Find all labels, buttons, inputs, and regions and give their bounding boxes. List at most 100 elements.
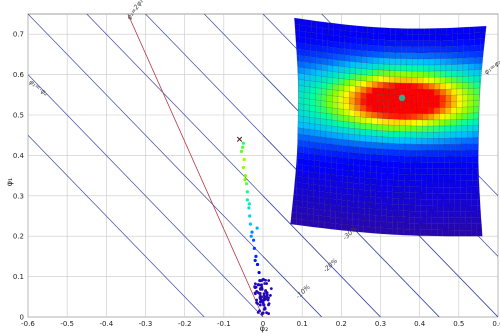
surface-cell (421, 175, 427, 181)
surface-cell (322, 22, 328, 29)
surface-cell (328, 41, 334, 48)
surface-cell (393, 156, 399, 162)
surface-cell (309, 129, 315, 136)
surface-cell (430, 41, 436, 47)
surface-cell (366, 105, 372, 112)
surface-cell (475, 33, 481, 40)
surface-cell (429, 83, 435, 89)
surface-cell (310, 87, 316, 94)
surface-cell (378, 100, 384, 106)
surface-cell (383, 88, 389, 94)
surface-cell (354, 165, 360, 172)
surface-cell (400, 83, 406, 89)
surface-cell (296, 219, 302, 226)
surface-cell (361, 99, 367, 106)
surface-cell (338, 91, 344, 98)
surface-cell (321, 125, 327, 132)
surface-cell (387, 204, 393, 210)
surface-cell (454, 224, 460, 230)
surface-cell (310, 99, 316, 106)
surface-cell (438, 169, 444, 175)
surface-cell (399, 180, 405, 186)
surface-cell (394, 119, 400, 125)
surface-cell (365, 166, 371, 173)
surface-cell (298, 104, 304, 111)
surface-cell (474, 51, 480, 58)
surface-cell (473, 125, 479, 131)
surface-cell (381, 216, 387, 222)
surface-cell (381, 197, 387, 203)
surface-cell (387, 216, 393, 222)
surface-cell (334, 29, 340, 36)
surface-cell (429, 90, 435, 96)
surface-cell (462, 113, 468, 119)
surface-cell (416, 144, 422, 150)
surface-cell (355, 80, 361, 87)
surface-cell (317, 27, 323, 34)
surface-cell (373, 64, 379, 70)
surface-cell (367, 69, 373, 76)
surface-cell (443, 212, 449, 218)
surface-cell (347, 207, 353, 214)
surface-cell (409, 205, 415, 211)
surface-cell (388, 168, 394, 174)
surface-cell (297, 54, 300, 61)
surface-cell (428, 114, 434, 120)
surface-cell (314, 154, 320, 161)
surface-cell (317, 39, 323, 46)
trail-point (256, 227, 259, 230)
surface-cell (315, 100, 321, 107)
surface-cell (358, 220, 364, 227)
surface-cell (326, 119, 332, 126)
surface-cell (377, 155, 383, 162)
surface-cell (361, 93, 367, 100)
surface-cell (320, 173, 326, 180)
trail-point (253, 247, 256, 250)
surface-cell (428, 144, 434, 150)
surface-cell (327, 83, 333, 90)
surface-cell (406, 65, 412, 71)
surface-cell (445, 120, 451, 126)
surface-cell (428, 126, 434, 132)
surface-cell (382, 143, 388, 149)
surface-cell (427, 199, 433, 205)
surface-cell (392, 216, 398, 222)
surface-cell (398, 198, 404, 204)
trail-point (254, 292, 257, 295)
surface-cell (460, 230, 466, 236)
surface-cell (338, 121, 344, 128)
surface-cell (462, 132, 468, 138)
surface-cell (433, 132, 439, 138)
surface-cell (353, 189, 359, 196)
surface-cell (480, 39, 485, 45)
surface-cell (418, 47, 424, 53)
surface-cell (327, 77, 333, 84)
trail-point (265, 311, 268, 314)
surface-cell (401, 59, 407, 65)
surface-cell (338, 103, 344, 110)
surface-cell (457, 89, 463, 95)
surface-peak-marker (399, 95, 405, 101)
surface-cell (477, 224, 482, 230)
surface-cell (401, 65, 407, 71)
surface-cell (461, 150, 467, 156)
surface-cell (405, 126, 411, 132)
surface-cell (432, 187, 438, 193)
surface-cell (456, 113, 462, 119)
surface-cell (316, 64, 322, 71)
surface-cell (445, 138, 451, 144)
surface-cell (325, 204, 331, 211)
surface-cell (337, 139, 343, 146)
surface-cell (348, 152, 354, 159)
surface-cell (449, 218, 455, 224)
surface-cell (326, 156, 332, 163)
surface-cell (343, 152, 349, 159)
surface-cell (400, 120, 406, 126)
surface-cell (332, 108, 338, 115)
surface-cell (389, 113, 395, 119)
surface-cell (308, 190, 314, 197)
surface-cell (420, 230, 426, 236)
surface-cell (477, 230, 483, 236)
surface-cell (353, 207, 359, 214)
surface-cell (330, 199, 336, 206)
